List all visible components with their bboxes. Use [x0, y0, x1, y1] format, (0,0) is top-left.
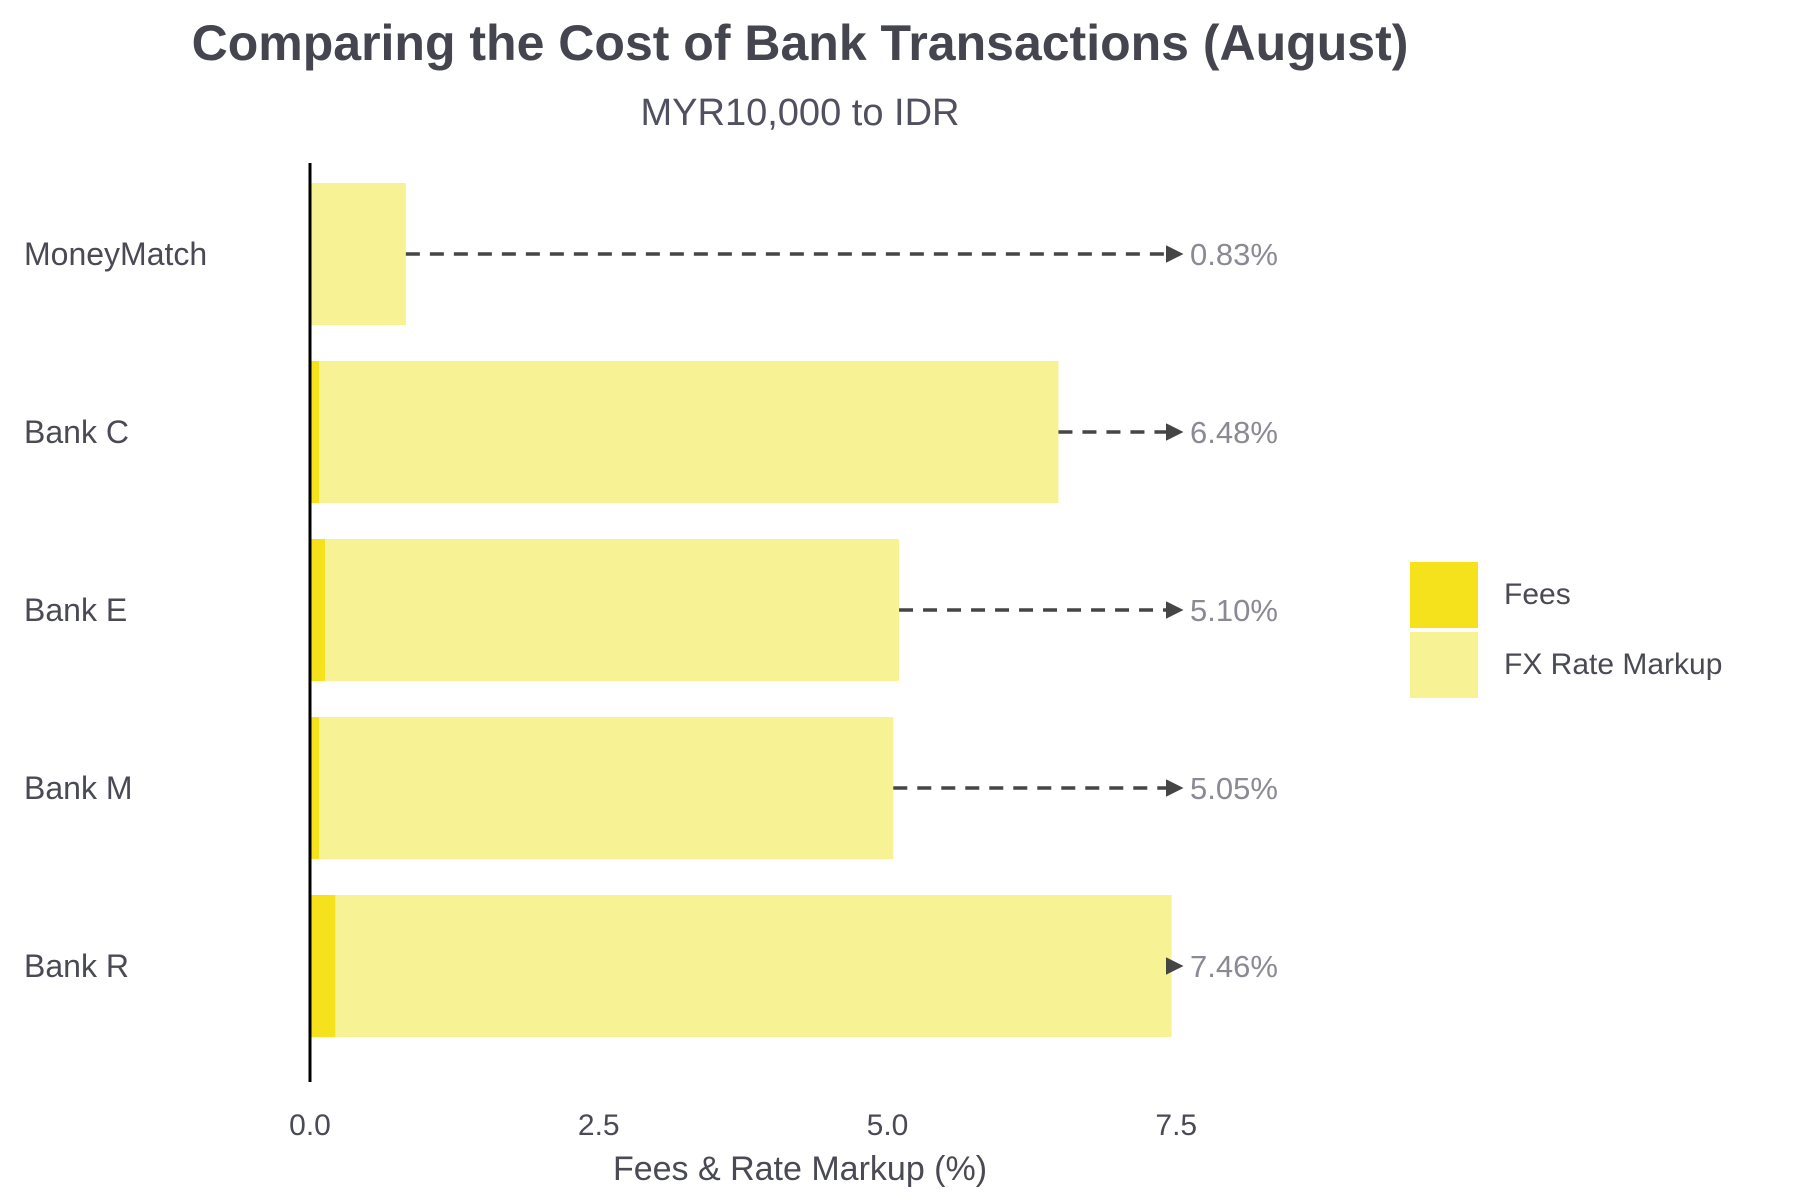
legend-swatch-fx-rate-markup — [1410, 632, 1478, 698]
x-tick-label: 5.0 — [867, 1109, 909, 1142]
legend-swatch-fees — [1410, 562, 1478, 628]
category-label: Bank R — [24, 948, 129, 984]
x-axis-label: Fees & Rate Markup (%) — [613, 1150, 987, 1188]
bar-fx-rate-markup — [319, 717, 894, 859]
total-label: 6.48% — [1190, 415, 1278, 450]
category-label: Bank M — [24, 770, 132, 806]
bar-fx-rate-markup — [310, 183, 406, 325]
x-tick-label: 0.0 — [289, 1109, 331, 1142]
bars-layer — [310, 183, 1172, 1037]
bar-fx-rate-markup — [319, 361, 1059, 503]
bar-fees — [310, 717, 320, 859]
bar-fx-rate-markup — [325, 539, 900, 681]
chart-subtitle: MYR10,000 to IDR — [640, 92, 960, 134]
legend-label-fees: Fees — [1504, 578, 1571, 611]
bar-fees — [310, 895, 336, 1037]
labels-layer: 0.83% MoneyMatch 6.48% Bank C 5.10% Bank E 5.0… — [24, 236, 1278, 1142]
bar-fees — [310, 361, 320, 503]
legend-item-fees: Fees — [1410, 560, 1722, 630]
total-label: 5.05% — [1190, 771, 1278, 806]
category-label: Bank C — [24, 414, 129, 450]
category-label: Bank E — [24, 592, 127, 628]
total-label: 5.10% — [1190, 593, 1278, 628]
legend-item-fx-rate-markup: FX Rate Markup — [1410, 630, 1722, 700]
x-tick-label: 7.5 — [1155, 1109, 1197, 1142]
legend: Fees FX Rate Markup — [1410, 560, 1722, 700]
x-tick-label: 2.5 — [578, 1109, 620, 1142]
total-label: 0.83% — [1190, 237, 1278, 272]
chart-title: Comparing the Cost of Bank Transactions … — [191, 15, 1409, 71]
total-label: 7.46% — [1190, 949, 1278, 984]
total-arrows-layer — [405, 245, 1184, 975]
bar-fees — [310, 539, 326, 681]
bar-fx-rate-markup — [335, 895, 1172, 1037]
legend-label-fx-rate-markup: FX Rate Markup — [1504, 648, 1723, 681]
category-label: MoneyMatch — [24, 236, 207, 272]
